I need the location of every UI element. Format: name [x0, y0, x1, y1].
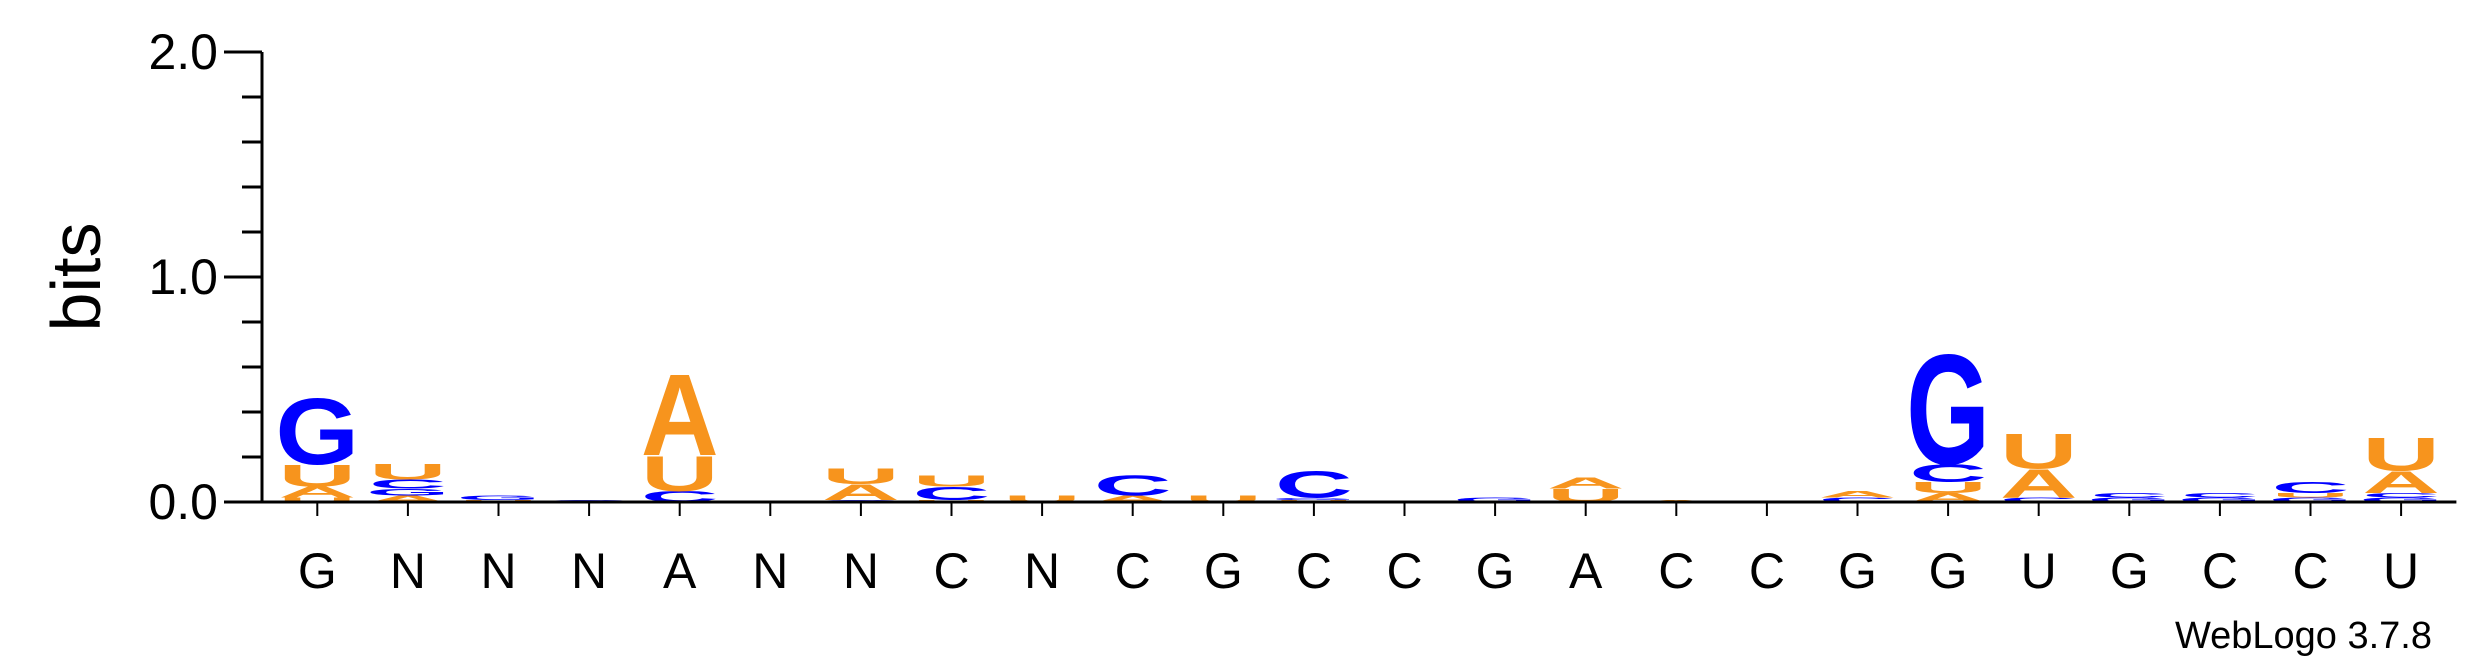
logo-letter-C: C	[369, 477, 447, 491]
logo-letter-C: C	[2090, 492, 2168, 499]
position-label: U	[2021, 543, 2057, 599]
position-label: G	[1838, 543, 1877, 599]
logo-letter-G: G	[2087, 496, 2171, 503]
logo-letter-A: A	[278, 483, 356, 501]
logo-letter-U: U	[1184, 494, 1262, 504]
logo-letter-C: C	[1275, 464, 1353, 506]
logo-letter-G: G	[366, 487, 450, 497]
logo-letter-G: G	[275, 379, 359, 484]
position-label: C	[2292, 543, 2328, 599]
logo-letter-U: U	[1003, 494, 1081, 504]
logo-letter-U: U	[641, 445, 719, 501]
logo-letter-C: C	[2181, 492, 2259, 499]
weblogo-version: WebLogo 3.7.8	[2175, 615, 2432, 657]
logo-letter-G: G	[1906, 321, 1990, 497]
logo-letter-U: U	[2000, 423, 2078, 479]
position-label: G	[1929, 543, 1968, 599]
position-label: U	[2383, 543, 2419, 599]
logo-letter-A: A	[2362, 464, 2440, 499]
logo-letter-G: G	[457, 494, 541, 501]
logo-letter-C: C	[1819, 496, 1897, 503]
logo-letter-U: U	[913, 472, 991, 490]
y-axis: 0.0 1.0 2.0	[148, 24, 264, 530]
logo-letter-A: A	[641, 350, 719, 480]
logo-letter-C: C	[2000, 496, 2078, 503]
position-label: C	[1749, 543, 1785, 599]
logo-letter-U: U	[369, 460, 447, 484]
position-label: G	[298, 543, 337, 599]
position-label: C	[1658, 543, 1694, 599]
logo-letter-C: C	[913, 483, 991, 504]
position-label: C	[1115, 543, 1151, 599]
position-label: N	[1024, 543, 1060, 599]
position-label: N	[752, 543, 788, 599]
position-label: N	[480, 543, 516, 599]
y-axis-title: bits	[37, 223, 115, 332]
y-tick-label: 0.0	[148, 474, 218, 530]
logo-letter-C: C	[2362, 492, 2440, 499]
position-label: C	[1296, 543, 1332, 599]
logo-letter-A: A	[1547, 474, 1625, 492]
position-label: A	[663, 543, 697, 599]
position-label: N	[390, 543, 426, 599]
logo-letter-U: U	[278, 496, 356, 503]
logo-letter-A: A	[369, 494, 447, 504]
logo-letter-G: G	[2269, 496, 2353, 503]
logo-letter-G: G	[1453, 496, 1537, 503]
logo-letter-A: A	[1094, 494, 1172, 504]
logo-letter-G: G	[1272, 497, 1356, 501]
position-label: G	[2110, 543, 2149, 599]
position-label: C	[1386, 543, 1422, 599]
logo-letter-C: C	[1909, 459, 1987, 487]
logo-letter-G: G	[2178, 496, 2262, 503]
position-label: G	[1204, 543, 1243, 599]
y-tick-label: 2.0	[148, 24, 218, 80]
y-tick-label: 1.0	[148, 249, 218, 305]
logo-letter-A: A	[2000, 461, 2078, 507]
position-label: A	[1569, 543, 1603, 599]
position-label: N	[571, 543, 607, 599]
logo-letter-U: U	[278, 458, 356, 493]
logo-letter-G: G	[2359, 496, 2443, 503]
position-label: G	[1476, 543, 1515, 599]
logo-letter-U: U	[822, 464, 900, 488]
logo-letter-U: U	[2272, 492, 2350, 499]
logo-letter-U: U	[1909, 479, 1987, 497]
logo-letter-U: U	[2362, 428, 2440, 481]
letter-stacks: UAUGAGCUUGGCUAGAUUCUUACUUGCGUAACAAUCGCAU…	[275, 321, 2443, 506]
logo-letter-C: C	[1094, 470, 1172, 502]
logo-letter-C: C	[2272, 479, 2350, 497]
position-label: N	[843, 543, 879, 599]
position-label: C	[933, 543, 969, 599]
position-label: C	[2202, 543, 2238, 599]
logo-letter-A: A	[1819, 489, 1897, 499]
